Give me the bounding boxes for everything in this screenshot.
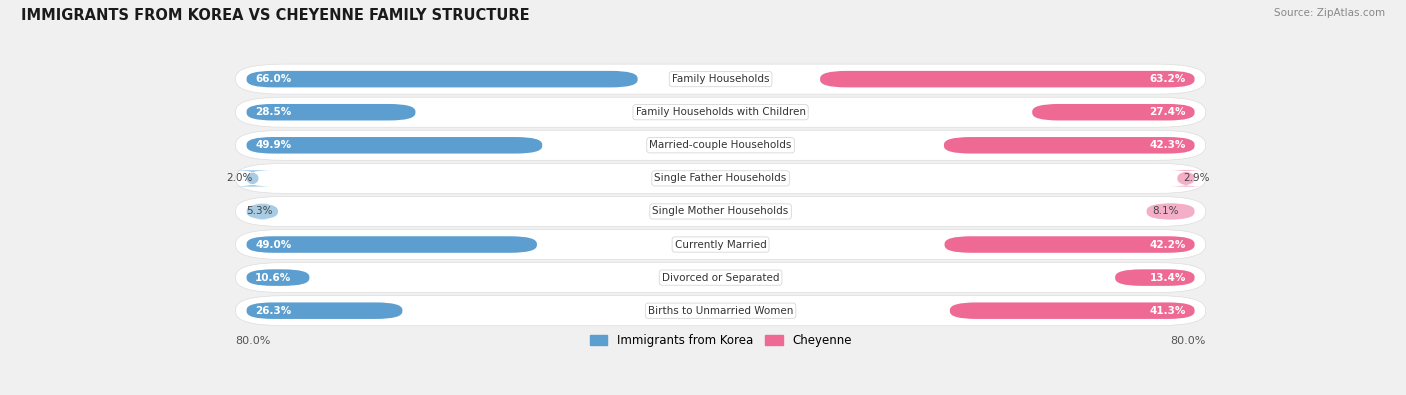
FancyBboxPatch shape: [1168, 170, 1204, 186]
FancyBboxPatch shape: [236, 196, 1205, 226]
FancyBboxPatch shape: [236, 97, 1205, 127]
Text: Family Households: Family Households: [672, 74, 769, 84]
Text: 42.3%: 42.3%: [1150, 140, 1185, 150]
FancyBboxPatch shape: [246, 104, 415, 120]
Text: 49.0%: 49.0%: [256, 239, 291, 250]
Text: 80.0%: 80.0%: [236, 337, 271, 346]
FancyBboxPatch shape: [246, 203, 278, 220]
FancyBboxPatch shape: [236, 296, 1205, 326]
FancyBboxPatch shape: [246, 269, 309, 286]
Text: 49.9%: 49.9%: [256, 140, 291, 150]
Text: 2.0%: 2.0%: [226, 173, 253, 183]
FancyBboxPatch shape: [945, 236, 1195, 253]
Text: 80.0%: 80.0%: [1170, 337, 1205, 346]
Text: 66.0%: 66.0%: [256, 74, 291, 84]
FancyBboxPatch shape: [246, 303, 402, 319]
FancyBboxPatch shape: [236, 130, 1205, 160]
Text: Single Mother Households: Single Mother Households: [652, 207, 789, 216]
FancyBboxPatch shape: [943, 137, 1195, 154]
Text: Married-couple Households: Married-couple Households: [650, 140, 792, 150]
FancyBboxPatch shape: [1032, 104, 1195, 120]
Text: 8.1%: 8.1%: [1152, 207, 1178, 216]
FancyBboxPatch shape: [246, 71, 638, 87]
Text: Family Households with Children: Family Households with Children: [636, 107, 806, 117]
FancyBboxPatch shape: [246, 236, 537, 253]
Text: Single Father Households: Single Father Households: [654, 173, 787, 183]
Text: 27.4%: 27.4%: [1149, 107, 1185, 117]
FancyBboxPatch shape: [232, 170, 273, 186]
Text: 42.2%: 42.2%: [1150, 239, 1185, 250]
FancyBboxPatch shape: [820, 71, 1195, 87]
FancyBboxPatch shape: [236, 263, 1205, 293]
FancyBboxPatch shape: [1146, 203, 1195, 220]
Text: 41.3%: 41.3%: [1150, 306, 1185, 316]
Text: Currently Married: Currently Married: [675, 239, 766, 250]
Legend: Immigrants from Korea, Cheyenne: Immigrants from Korea, Cheyenne: [585, 329, 856, 352]
FancyBboxPatch shape: [1115, 269, 1195, 286]
Text: 13.4%: 13.4%: [1150, 273, 1185, 282]
Text: 28.5%: 28.5%: [256, 107, 291, 117]
FancyBboxPatch shape: [236, 229, 1205, 260]
Text: 10.6%: 10.6%: [256, 273, 291, 282]
FancyBboxPatch shape: [246, 137, 543, 154]
Text: 63.2%: 63.2%: [1150, 74, 1185, 84]
Text: 26.3%: 26.3%: [256, 306, 291, 316]
Text: IMMIGRANTS FROM KOREA VS CHEYENNE FAMILY STRUCTURE: IMMIGRANTS FROM KOREA VS CHEYENNE FAMILY…: [21, 8, 530, 23]
Text: 5.3%: 5.3%: [246, 207, 273, 216]
FancyBboxPatch shape: [236, 64, 1205, 94]
Text: 2.9%: 2.9%: [1182, 173, 1209, 183]
Text: Births to Unmarried Women: Births to Unmarried Women: [648, 306, 793, 316]
FancyBboxPatch shape: [950, 303, 1195, 319]
Text: Source: ZipAtlas.com: Source: ZipAtlas.com: [1274, 8, 1385, 18]
FancyBboxPatch shape: [236, 164, 1205, 194]
Text: Divorced or Separated: Divorced or Separated: [662, 273, 779, 282]
